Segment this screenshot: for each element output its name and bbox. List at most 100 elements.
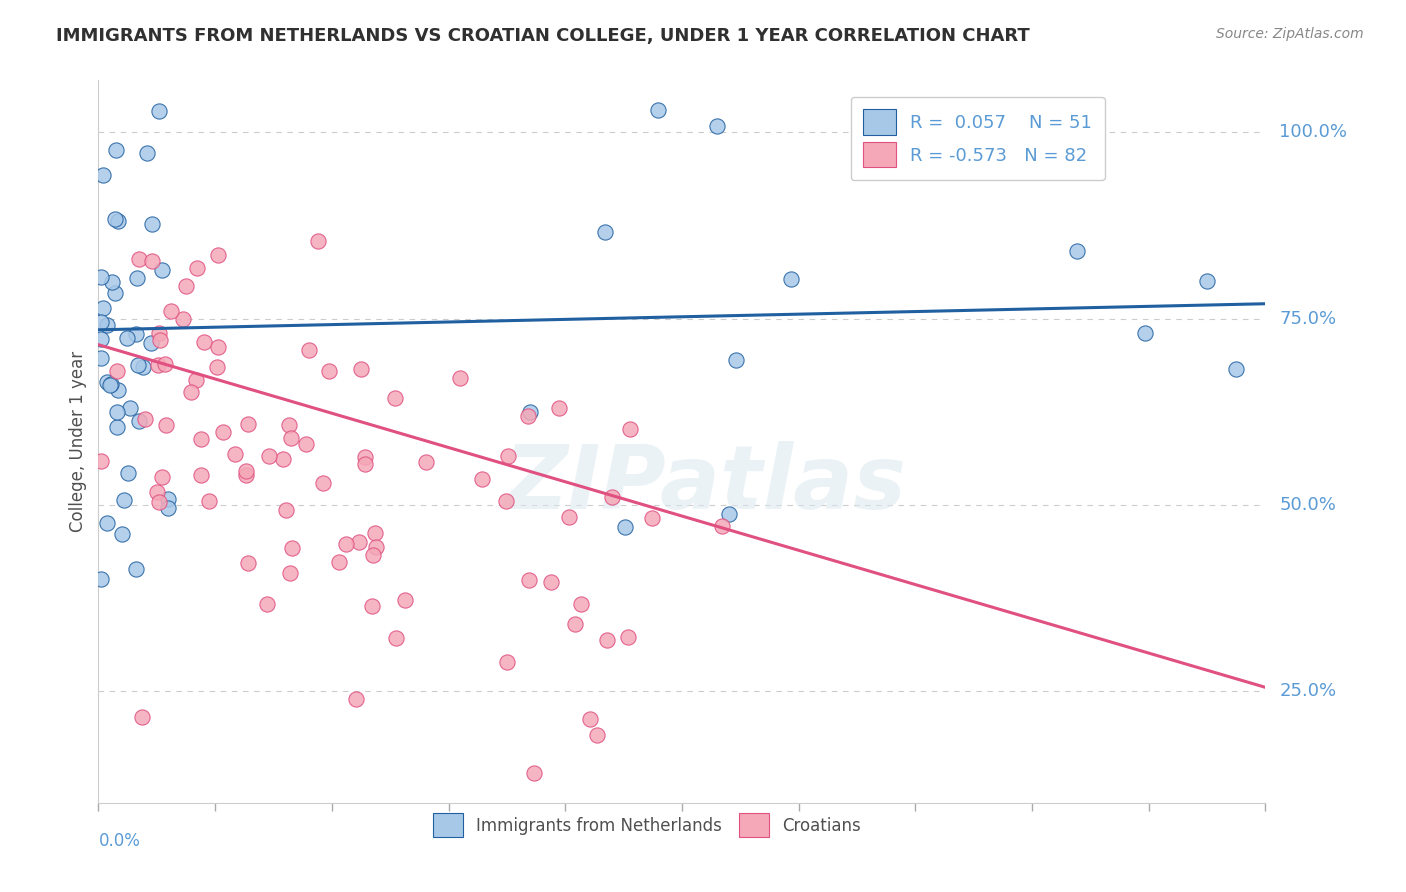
Point [193,334,215,349]
Point [146,359,169,373]
Point [107,364,129,378]
Point [120,401,142,415]
Point [90,454,112,468]
Point [148,495,170,509]
Point [134,412,156,426]
Point [91,169,114,183]
Point [105,405,128,419]
Text: IMMIGRANTS FROM NETHERLANDS VS CROATIAN COLLEGE, UNDER 1 YEAR CORRELATION CHART: IMMIGRANTS FROM NETHERLANDS VS CROATIAN … [56,27,1031,45]
Point [318,364,340,378]
Point [96,375,118,389]
Point [717,507,740,521]
Point [471,472,494,486]
Point [104,211,127,226]
Point [100,376,122,391]
Point [111,527,134,541]
Point [496,655,519,669]
Point [128,414,150,428]
Point [641,510,664,524]
Point [600,490,623,504]
Point [207,340,229,354]
Text: 25.0%: 25.0% [1279,682,1337,700]
Text: 75.0%: 75.0% [1279,310,1337,327]
Point [112,493,135,508]
Point [384,391,406,405]
Point [235,468,257,483]
Point [363,548,385,562]
Point [256,597,278,611]
Point [364,526,387,541]
Point [105,143,128,157]
Point [238,557,260,571]
Point [141,254,163,268]
Point [278,566,301,581]
Point [211,425,233,439]
Point [449,371,471,385]
Point [174,279,197,293]
Point [180,385,202,400]
Point [710,519,733,533]
Point [415,455,437,469]
Point [540,574,562,589]
Legend: Immigrants from Netherlands, Croatians: Immigrants from Netherlands, Croatians [422,802,873,848]
Point [96,318,118,332]
Point [90,332,112,346]
Point [125,561,148,575]
Point [207,248,229,262]
Point [98,378,121,392]
Point [519,405,541,419]
Point [516,409,538,424]
Point [257,450,280,464]
Point [224,447,246,461]
Point [523,766,546,780]
Point [107,214,129,228]
Point [344,692,367,706]
Point [307,234,329,248]
Point [274,503,297,517]
Point [132,359,155,374]
Point [150,263,173,277]
Point [90,269,112,284]
Point [558,509,581,524]
Point [197,494,219,508]
Point [238,417,260,431]
Point [277,418,299,433]
Point [394,593,416,607]
Point [100,275,122,289]
Point [281,541,304,555]
Point [1225,362,1247,376]
Point [136,146,159,161]
Point [96,516,118,530]
Point [149,334,172,348]
Point [280,431,302,445]
Point [128,252,150,267]
Point [311,476,333,491]
Point [364,540,387,554]
Point [103,285,125,300]
Point [107,384,129,398]
Text: Source: ZipAtlas.com: Source: ZipAtlas.com [1216,27,1364,41]
Point [156,500,179,515]
Text: 100.0%: 100.0% [1279,123,1347,142]
Point [353,457,375,471]
Point [360,599,382,613]
Point [127,271,149,285]
Point [779,271,801,285]
Point [90,351,112,365]
Point [328,555,350,569]
Point [977,103,1000,117]
Point [724,352,747,367]
Point [617,630,640,644]
Point [127,358,149,372]
Text: ZIPatlas: ZIPatlas [503,442,907,528]
Point [131,709,153,723]
Text: 50.0%: 50.0% [1279,496,1336,514]
Point [335,537,357,551]
Point [1195,274,1218,288]
Point [496,449,519,463]
Point [619,422,641,436]
Point [125,327,148,342]
Point [564,616,586,631]
Point [105,419,128,434]
Point [548,401,571,415]
